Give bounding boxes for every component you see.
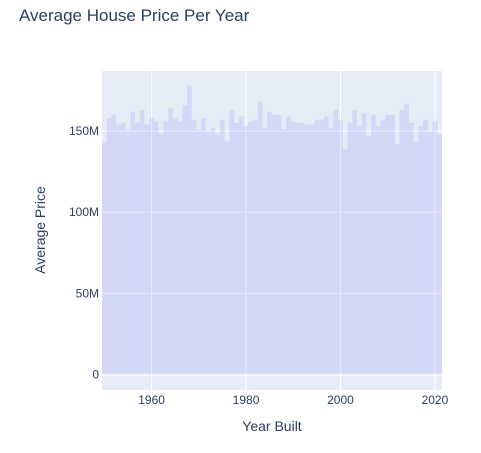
bar bbox=[229, 109, 235, 375]
bar bbox=[210, 127, 216, 375]
bar bbox=[323, 116, 329, 375]
bar bbox=[305, 124, 310, 375]
bar-series bbox=[102, 85, 442, 375]
x-axis-label: Year Built bbox=[242, 418, 302, 434]
bar bbox=[338, 119, 343, 375]
bar bbox=[135, 122, 140, 375]
bar bbox=[220, 119, 225, 375]
bar bbox=[102, 142, 107, 375]
bar bbox=[234, 122, 239, 375]
y-tick-label: 100M bbox=[69, 205, 99, 219]
bar bbox=[408, 122, 414, 375]
bar bbox=[158, 134, 164, 375]
bar bbox=[427, 131, 433, 375]
bar bbox=[248, 121, 254, 375]
bar bbox=[201, 118, 206, 375]
plot-background bbox=[102, 71, 442, 390]
bar bbox=[328, 127, 334, 375]
bar bbox=[149, 118, 154, 375]
bar bbox=[394, 144, 400, 375]
bar bbox=[215, 134, 221, 375]
bar bbox=[418, 126, 424, 375]
bar bbox=[413, 142, 419, 375]
bar bbox=[432, 121, 438, 375]
bar bbox=[168, 108, 173, 375]
bar bbox=[196, 129, 202, 375]
bar bbox=[243, 126, 249, 375]
bar bbox=[357, 126, 362, 375]
bar bbox=[139, 109, 145, 375]
bar bbox=[144, 124, 150, 375]
bar bbox=[281, 129, 287, 375]
bar bbox=[125, 129, 131, 375]
bar bbox=[205, 131, 211, 375]
y-tick-label: 150M bbox=[69, 124, 99, 138]
bar bbox=[187, 85, 192, 375]
x-tick-label: 2000 bbox=[327, 393, 354, 407]
bar bbox=[182, 105, 187, 375]
bar bbox=[224, 140, 230, 375]
y-axis-ticks: 0 50M 100M 150M bbox=[69, 124, 99, 382]
bar bbox=[342, 148, 348, 375]
y-axis-label: Average Price bbox=[32, 186, 48, 274]
bar bbox=[347, 122, 353, 375]
bar bbox=[371, 114, 376, 375]
x-tick-label: 2020 bbox=[422, 393, 449, 407]
bar bbox=[333, 109, 339, 375]
x-axis-ticks: 1960 1980 2000 2020 bbox=[138, 393, 448, 407]
bar bbox=[272, 114, 277, 375]
bar bbox=[130, 111, 136, 375]
bar bbox=[172, 118, 178, 375]
bar bbox=[111, 114, 117, 375]
x-tick-label: 1980 bbox=[233, 393, 260, 407]
gridlines bbox=[102, 71, 442, 390]
bar bbox=[116, 124, 121, 375]
x-tick-label: 1960 bbox=[138, 393, 165, 407]
bar bbox=[106, 118, 112, 375]
bar bbox=[290, 121, 296, 375]
bar bbox=[404, 103, 409, 375]
bar bbox=[257, 101, 263, 375]
bar bbox=[295, 122, 301, 375]
chart-title: Average House Price Per Year bbox=[19, 6, 250, 25]
bar bbox=[314, 119, 320, 375]
bar bbox=[390, 114, 395, 375]
bar bbox=[276, 114, 282, 375]
bar bbox=[191, 119, 197, 375]
bar bbox=[380, 119, 386, 375]
bar bbox=[361, 113, 367, 375]
bar bbox=[375, 126, 381, 375]
bar bbox=[385, 114, 391, 375]
bar bbox=[267, 111, 272, 375]
y-tick-label: 0 bbox=[92, 368, 99, 382]
bar bbox=[120, 122, 126, 375]
bar bbox=[437, 134, 442, 375]
bar bbox=[262, 127, 268, 375]
bar bbox=[366, 135, 372, 375]
bar bbox=[399, 109, 405, 375]
bar bbox=[423, 119, 428, 375]
bar bbox=[177, 121, 183, 375]
bar bbox=[163, 121, 169, 375]
bar bbox=[253, 119, 258, 375]
bar bbox=[309, 124, 315, 375]
y-tick-label: 50M bbox=[76, 286, 99, 300]
bar bbox=[352, 109, 357, 375]
bar bbox=[300, 122, 306, 375]
bar bbox=[319, 119, 324, 375]
bar bbox=[153, 121, 159, 375]
bar bbox=[286, 116, 291, 375]
bar bbox=[238, 116, 244, 375]
